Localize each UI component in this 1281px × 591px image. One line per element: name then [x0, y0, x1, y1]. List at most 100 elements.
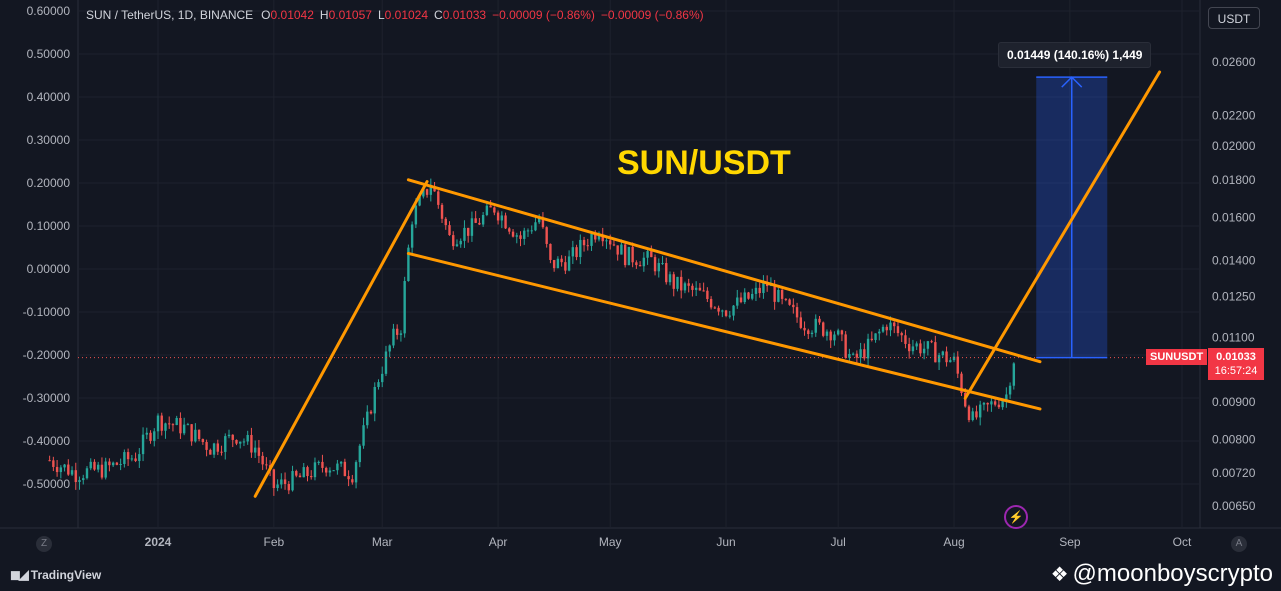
candle-body	[851, 353, 855, 355]
candle-body	[261, 455, 264, 465]
candle-body	[138, 454, 141, 462]
candle-body	[313, 462, 317, 478]
candle-body	[893, 322, 896, 327]
candle-body	[739, 297, 743, 303]
candle-body	[609, 240, 612, 245]
candle-body	[855, 353, 859, 358]
candle-body	[810, 332, 814, 335]
candle-body	[952, 356, 956, 361]
candle-body	[631, 246, 634, 263]
time-axis[interactable]: 2024 Feb Mar Apr May Jun Jul Aug Sep Oct	[145, 535, 1192, 549]
time-axis-tick-label: May	[599, 535, 622, 549]
candle-body	[822, 322, 825, 336]
candle-body	[466, 227, 470, 236]
candle-body	[754, 287, 758, 294]
candle-body	[799, 317, 803, 328]
currency-button[interactable]: USDT	[1208, 7, 1260, 29]
time-axis-tick-label: Feb	[264, 535, 285, 549]
candle-body	[265, 464, 268, 466]
candle-body	[452, 235, 455, 247]
candle-body	[680, 276, 683, 291]
candle-body	[904, 335, 907, 344]
candle-body	[156, 415, 160, 432]
impulse-trendline	[253, 180, 429, 498]
candle-body	[564, 262, 567, 271]
time-axis-tick-label: Oct	[1173, 535, 1192, 549]
candle-body	[721, 310, 724, 312]
close-label: C	[434, 8, 443, 22]
candle-body	[395, 328, 399, 335]
trendline-drawings[interactable]	[253, 70, 1162, 498]
candle-body	[762, 282, 765, 294]
candle-body	[556, 258, 560, 269]
candle-body	[642, 257, 646, 267]
left-axis-tick-label: -0.40000	[23, 434, 71, 448]
right-axis-tick-label: 0.02600	[1212, 55, 1256, 69]
candle-body	[665, 263, 668, 283]
measure-arrow-head	[1061, 76, 1083, 88]
candle-body	[836, 330, 840, 335]
candle-body	[246, 435, 249, 442]
right-price-axis[interactable]: 0.02600 0.02200 0.02000 0.01800 0.01600 0.014…	[1212, 55, 1256, 513]
left-axis-tick-label: 0.20000	[27, 176, 71, 190]
candle-body	[186, 424, 190, 426]
candle-body	[149, 432, 152, 441]
right-axis-tick-label: 0.02200	[1212, 109, 1256, 123]
low-value: 0.01024	[384, 8, 429, 22]
tradingview-brand: TradingView	[30, 568, 102, 582]
tradingview-logo[interactable]: ◼◢ TradingView	[10, 567, 101, 583]
footer: ◼◢ TradingView ❖ @moonboyscrypto	[0, 560, 1281, 591]
candle-body	[907, 343, 911, 352]
candle-body	[967, 406, 971, 421]
candle-body	[511, 231, 515, 237]
candle-body	[485, 205, 489, 215]
left-axis-tick-label: 0.50000	[27, 47, 71, 61]
candle-body	[347, 476, 350, 480]
ohlc-legend: SUN / TetherUS, 1D, BINANCE O 0.01042 H 0.…	[86, 8, 710, 22]
candle-body	[758, 287, 761, 294]
high-value: 0.01057	[328, 8, 372, 22]
candle-body	[287, 483, 291, 491]
candle-body	[209, 449, 212, 455]
candle-body	[324, 467, 328, 473]
candle-body	[911, 346, 915, 352]
candle-body	[964, 392, 967, 407]
last-price: 0.01033	[1216, 351, 1256, 363]
candle-body	[358, 445, 362, 463]
open-value: 0.01042	[270, 8, 314, 22]
candle-body	[100, 464, 104, 478]
auto-scale-a-button[interactable]: A	[1231, 536, 1247, 552]
candle-body	[134, 458, 137, 462]
auto-scale-z-button[interactable]: Z	[36, 536, 52, 552]
symbol-info[interactable]: SUN / TetherUS, 1D, BINANCE	[86, 8, 254, 22]
candle-body	[646, 251, 649, 258]
candle-body	[220, 451, 223, 453]
candle-body	[310, 476, 313, 478]
candle-body	[67, 464, 70, 475]
candle-body	[623, 244, 627, 266]
candle-body	[997, 404, 1001, 408]
symbol-price-tag: SUNUSDT	[1146, 349, 1208, 365]
candle-body	[993, 401, 997, 405]
candle-body	[638, 265, 642, 267]
left-price-axis[interactable]: 0.60000 0.50000 0.40000 0.30000 0.20000 0.100…	[23, 4, 71, 491]
right-axis-tick-label: 0.00800	[1212, 432, 1256, 446]
candle-body	[732, 305, 735, 316]
left-axis-tick-label: -0.50000	[23, 477, 71, 491]
open-label: O	[261, 8, 271, 22]
candle-body	[384, 351, 388, 374]
left-axis-tick-label: 0.00000	[27, 262, 71, 276]
candle-body	[937, 355, 941, 363]
candle-body	[878, 331, 881, 334]
candle-body	[235, 439, 238, 444]
candle-body	[792, 304, 795, 308]
lightning-icon[interactable]: ⚡	[1004, 505, 1028, 529]
candle-body	[104, 461, 107, 478]
candle-body	[713, 307, 717, 309]
candle-body	[530, 230, 533, 232]
candle-body	[582, 239, 586, 246]
candle-body	[620, 244, 623, 255]
candle-body	[919, 343, 922, 354]
candle-body	[504, 215, 507, 229]
